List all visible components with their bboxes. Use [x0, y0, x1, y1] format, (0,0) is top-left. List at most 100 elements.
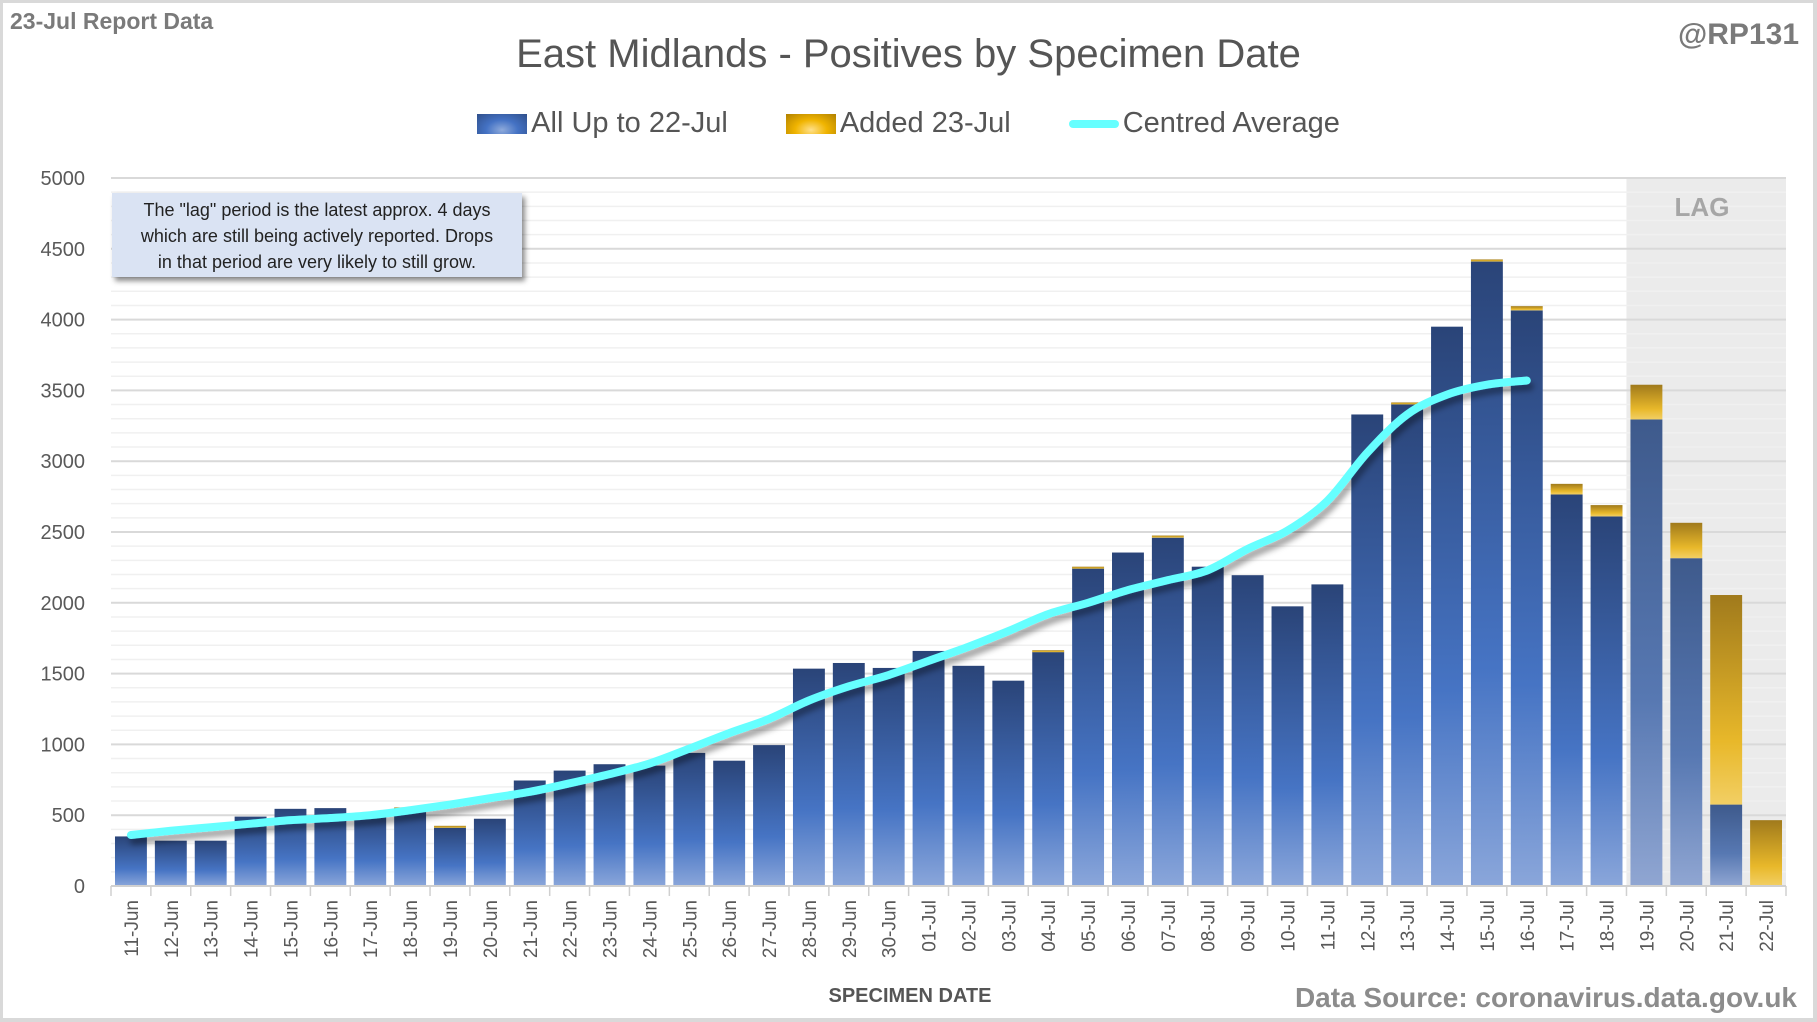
y-tick-label: 500: [52, 805, 85, 827]
bar-all-up-to-22-jul: [1391, 403, 1424, 886]
x-tick-label: 13-Jul: [1398, 900, 1419, 952]
x-tick-label: 17-Jun: [361, 900, 382, 958]
bar-all-up-to-22-jul: [553, 770, 586, 886]
x-tick-label: 07-Jul: [1159, 900, 1180, 952]
x-tick-label: 15-Jul: [1478, 900, 1499, 952]
x-tick-label: 22-Jun: [561, 900, 582, 958]
x-tick-label: 05-Jul: [1079, 900, 1100, 952]
bar-all-up-to-22-jul: [1072, 567, 1105, 886]
note-line: in that period are very likely to still …: [157, 252, 477, 272]
bar-all-up-to-22-jul: [753, 745, 785, 886]
x-tick-label: 13-Jun: [202, 900, 223, 958]
legend-item-all-up-to: All Up to 22-Jul: [477, 107, 728, 140]
chart-title: East Midlands - Positives by Specimen Da…: [516, 32, 1301, 76]
x-tick-label: 21-Jul: [1717, 900, 1738, 952]
bar-all-up-to-22-jul: [1710, 804, 1743, 886]
centred-average-line: [126, 376, 1531, 840]
bar-added-23-jul: [1750, 820, 1783, 886]
note-line: The "lag" period is the latest approx. 4…: [143, 200, 491, 220]
bar-all-up-to-22-jul: [1191, 566, 1224, 886]
x-axis-title: SPECIMEN DATE: [828, 985, 992, 1007]
bar-all-up-to-22-jul: [1112, 552, 1144, 886]
bar-added-23-jul: [1670, 522, 1703, 559]
x-tick-label: 02-Jul: [959, 900, 980, 952]
bar-added-23-jul: [1072, 566, 1105, 569]
bar-added-23-jul: [1470, 259, 1503, 262]
y-tick-label: 1500: [41, 664, 86, 686]
bar-all-up-to-22-jul: [354, 813, 387, 886]
x-tick-label: 14-Jul: [1438, 900, 1459, 952]
bar-all-up-to-22-jul: [1590, 516, 1623, 886]
lag-label: LAG: [1675, 192, 1730, 222]
bar-added-23-jul: [1391, 402, 1424, 405]
y-tick-label: 2500: [41, 522, 86, 544]
x-tick-label: 03-Jul: [999, 900, 1020, 952]
bar-all-up-to-22-jul: [1510, 310, 1543, 886]
bar-added-23-jul: [1710, 595, 1743, 805]
legend-label: Added 23-Jul: [839, 107, 1011, 139]
y-tick-label: 1000: [41, 734, 86, 756]
note-line: which are still being actively reported.…: [140, 226, 494, 246]
bar-all-up-to-22-jul: [1231, 575, 1264, 886]
bar-added-23-jul: [1151, 535, 1184, 538]
y-tick-label: 4500: [41, 239, 86, 261]
x-tick-label: 08-Jul: [1199, 900, 1220, 952]
y-tick-label: 4000: [41, 310, 86, 332]
legend-item-added: Added 23-Jul: [785, 107, 1011, 140]
y-tick-label: 2000: [41, 593, 86, 615]
x-tick-label: 09-Jul: [1239, 900, 1260, 952]
bar-all-up-to-22-jul: [1670, 558, 1703, 886]
x-tick-label: 30-Jun: [880, 900, 901, 958]
legend: All Up to 22-Jul Added 23-Jul Centred Av…: [0, 107, 1817, 140]
bar-all-up-to-22-jul: [952, 665, 985, 886]
bar-all-up-to-22-jul: [872, 667, 905, 886]
x-tick-label: 17-Jul: [1558, 900, 1579, 952]
x-tick-label: 06-Jul: [1119, 900, 1140, 952]
x-tick-label: 29-Jun: [840, 900, 861, 958]
x-tick-label: 15-Jun: [281, 900, 302, 958]
bar-all-up-to-22-jul: [434, 827, 466, 886]
bar-all-up-to-22-jul: [912, 650, 945, 886]
bar-all-up-to-22-jul: [633, 765, 666, 886]
x-tick-label: 26-Jun: [720, 900, 741, 958]
x-tick-label: 18-Jul: [1598, 900, 1619, 952]
x-tick-label: 24-Jun: [640, 900, 661, 958]
x-tick-label: 12-Jul: [1358, 900, 1379, 952]
bar-all-up-to-22-jul: [593, 764, 626, 886]
x-tick-label: 11-Jun: [122, 900, 143, 957]
bar-all-up-to-22-jul: [473, 818, 506, 886]
y-tick-label: 3000: [41, 451, 86, 473]
bar-all-up-to-22-jul: [1431, 326, 1463, 886]
x-tick-label: 10-Jul: [1278, 900, 1299, 952]
x-tick-label: 11-Jul: [1318, 900, 1339, 950]
bar-all-up-to-22-jul: [1470, 261, 1503, 886]
legend-label: Centred Average: [1122, 107, 1340, 139]
bar-all-up-to-22-jul: [194, 840, 227, 886]
bar-added-23-jul: [1510, 306, 1543, 311]
x-tick-label: 19-Jun: [441, 900, 462, 958]
bar-added-23-jul: [434, 825, 466, 828]
bar-all-up-to-22-jul: [1311, 584, 1344, 886]
y-tick-label: 0: [74, 876, 85, 898]
bar-all-up-to-22-jul: [1151, 537, 1184, 886]
x-tick-label: 28-Jun: [800, 900, 821, 958]
bar-all-up-to-22-jul: [992, 680, 1025, 886]
x-tick-label: 12-Jun: [162, 900, 183, 958]
x-tick-label: 27-Jun: [760, 900, 781, 958]
lag-explanation-note: The "lag" period is the latest approx. 4…: [112, 193, 522, 277]
bar-all-up-to-22-jul: [713, 760, 746, 886]
gold-bar-swatch-icon: [785, 113, 836, 134]
bar-all-up-to-22-jul: [1032, 651, 1065, 886]
bar-all-up-to-22-jul: [1351, 414, 1384, 886]
x-tick-label: 04-Jul: [1039, 900, 1060, 952]
y-tick-label: 3500: [41, 380, 86, 402]
y-tick-label: 5000: [41, 168, 86, 190]
x-tick-label: 20-Jun: [481, 900, 502, 958]
x-tick-label: 19-Jul: [1637, 900, 1658, 952]
author-handle: @RP131: [1678, 18, 1799, 51]
legend-label: All Up to 22-Jul: [531, 107, 728, 139]
x-tick-label: 18-Jun: [401, 900, 422, 958]
bar-all-up-to-22-jul: [1550, 494, 1583, 886]
cyan-line-swatch-icon: [1068, 119, 1119, 128]
